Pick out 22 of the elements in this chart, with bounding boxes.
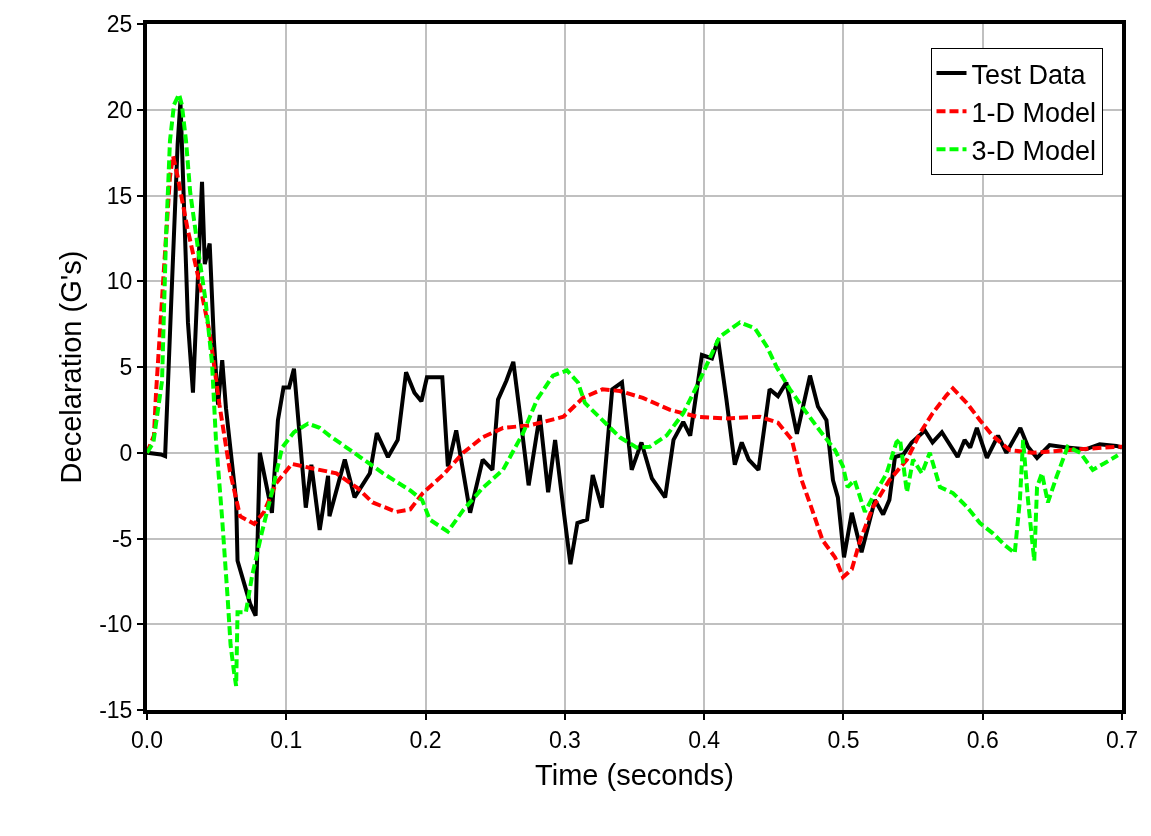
y-tick-label: -15	[99, 697, 133, 724]
x-tick-label: 0.7	[1106, 726, 1138, 753]
x-tick-label: 0.6	[966, 726, 999, 753]
y-tick-label: 5	[119, 354, 133, 381]
y-tick-label: 0	[119, 439, 133, 466]
x-tick-label: 0.1	[270, 726, 303, 753]
x-tick-label: 0.5	[827, 726, 860, 753]
x-tick-label: 0.2	[409, 726, 442, 753]
y-tick-label: -10	[99, 611, 133, 638]
y-tick-label: 20	[106, 96, 133, 123]
legend-label: Test Data	[971, 59, 1087, 90]
y-tick-label: 15	[106, 182, 133, 209]
y-tick-label: 10	[106, 268, 133, 295]
y-tick-label: -5	[111, 525, 133, 552]
x-tick-label: 0.4	[688, 726, 721, 753]
legend-label: 3-D Model	[971, 135, 1097, 166]
legend-label: 1-D Model	[971, 97, 1097, 128]
x-axis-title: Time (seconds)	[535, 758, 734, 791]
x-tick-label: 0.0	[131, 726, 163, 753]
y-tick-label: 25	[106, 11, 133, 38]
y-axis-title: Decelaration (G's)	[55, 250, 87, 484]
x-tick-label: 0.3	[548, 726, 581, 753]
